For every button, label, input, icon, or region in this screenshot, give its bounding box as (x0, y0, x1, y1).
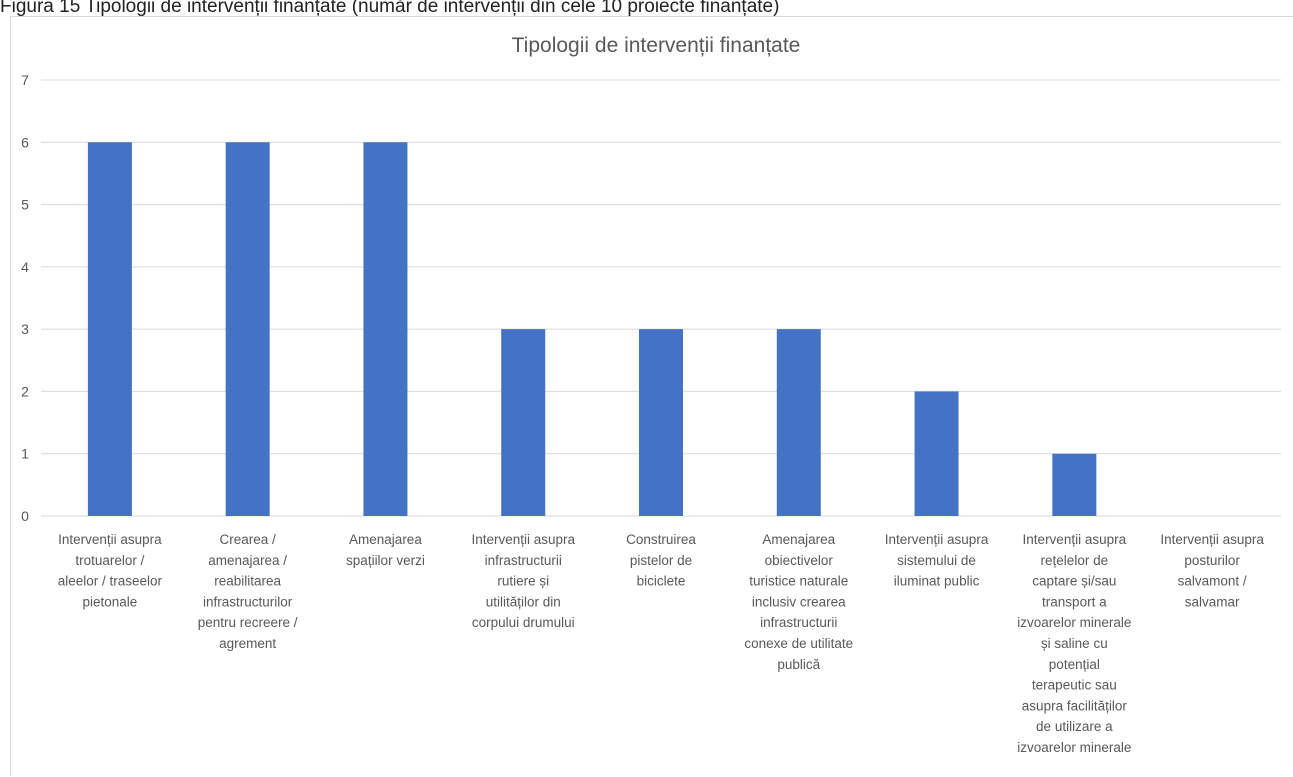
bar-chart: Tipologii de intervenții finanțate 0 1 2 3 4… (21, 34, 1281, 755)
x-tick-label: Amenajarea spațiilor verzi (346, 532, 425, 568)
bar (225, 142, 270, 516)
y-tick-label: 0 (21, 508, 29, 524)
bar (1052, 453, 1097, 516)
x-tick-label: Intervenții asupra sistemului de iluminat … (885, 532, 989, 589)
y-tick-label: 6 (21, 134, 29, 150)
bar (363, 142, 408, 516)
x-tick-label: Intervenții asupra infrastructurii rutiere… (471, 532, 575, 630)
x-tick-label: Construirea pistelor de biciclete (626, 532, 696, 589)
y-tick-label: 1 (21, 446, 29, 462)
bar (776, 329, 821, 516)
chart-title: Tipologii de intervenții finanțate (512, 34, 801, 57)
y-tick-label: 3 (21, 321, 29, 337)
x-tick-label: Intervenții asupra posturilor salvamont / s… (1160, 532, 1264, 609)
bar (501, 329, 546, 516)
x-tick-label: Crearea / amenajarea / reabilitarea infrast… (198, 532, 298, 651)
x-tick-label: Amenajarea obiectivelor turistice naturale… (744, 532, 853, 672)
bar (914, 391, 959, 516)
y-tick-label: 5 (21, 197, 29, 213)
x-axis-ticks: Intervenții asupra trotuarelor / aleelor /… (58, 532, 1265, 755)
chart-area: Tipologii de intervenții finanțate 0 1 2 3 4… (10, 16, 1293, 776)
bar (87, 142, 132, 516)
bar (639, 329, 683, 516)
y-tick-label: 2 (21, 383, 29, 399)
x-tick-label: Intervenții asupra rețelelor de captare și… (1017, 532, 1131, 755)
figure-caption: Figura 15 Tipologii de intervenții finan… (0, 0, 780, 17)
y-tick-label: 7 (21, 72, 29, 88)
y-tick-label: 4 (21, 259, 29, 275)
y-axis-ticks: 0 1 2 3 4 5 6 7 (21, 72, 29, 524)
x-tick-label: Intervenții asupra trotuarelor / aleelor /… (58, 532, 163, 609)
bars (87, 142, 1097, 516)
